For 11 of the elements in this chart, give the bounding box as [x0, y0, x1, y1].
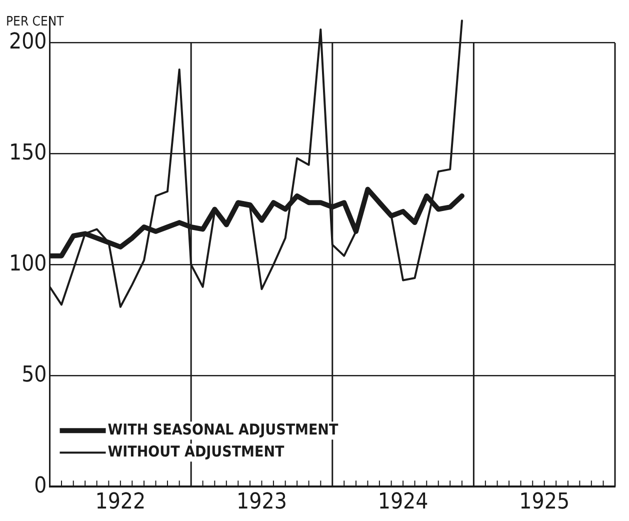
x-tick-label: 1923	[236, 490, 287, 515]
legend-label: WITH SEASONAL ADJUSTMENT	[108, 420, 339, 438]
y-tick-label: 100	[8, 251, 47, 276]
legend-label: WITHOUT ADJUSTMENT	[108, 442, 286, 460]
y-tick-label: 200	[8, 30, 47, 55]
x-tick-label: 1925	[519, 490, 570, 515]
y-tick-label: 0	[34, 473, 47, 498]
y-tick-label: 150	[8, 140, 47, 166]
x-tick-label: 1924	[378, 490, 428, 515]
x-tick-label: 1922	[95, 490, 146, 515]
y-tick-label: 50	[22, 362, 47, 388]
